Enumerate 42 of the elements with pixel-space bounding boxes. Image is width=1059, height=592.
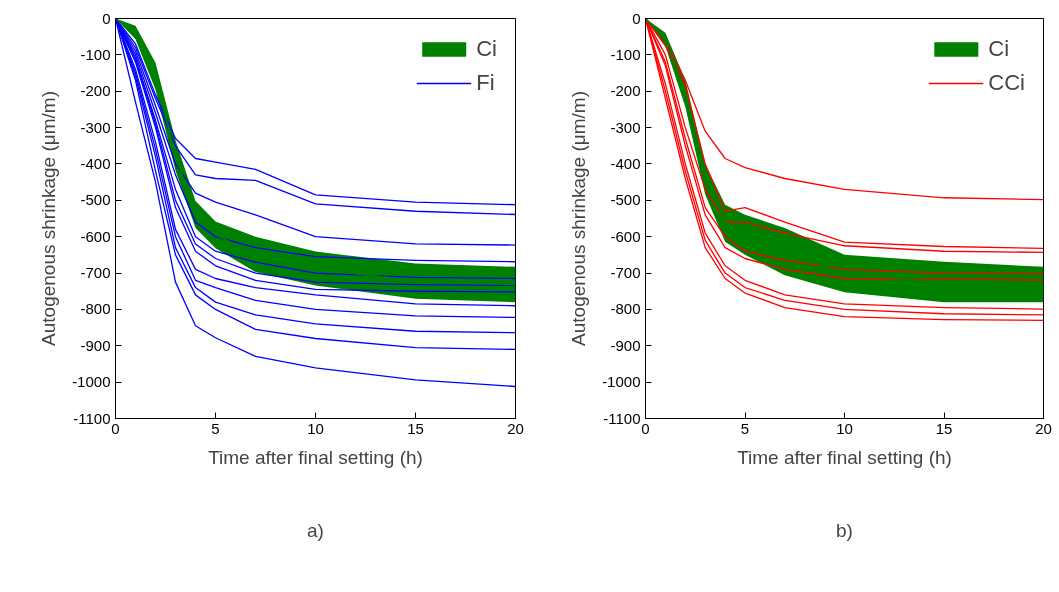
y-tick-label: -800	[80, 300, 111, 318]
y-tick-label: -900	[610, 336, 641, 354]
legend-label: Ci	[476, 36, 497, 62]
y-tick-label: -1100	[603, 409, 641, 427]
text: a)	[307, 520, 324, 541]
x-tick-label: 5	[740, 419, 750, 437]
x-tick-label: 15	[407, 419, 424, 437]
x-axis-title: Time after final setting (h)	[737, 446, 952, 468]
y-axis-title: Autogenous shrinkage (μm/m)	[568, 91, 590, 346]
x-axis-title: Time after final setting (h)	[208, 446, 423, 468]
y-tick-label: -900	[80, 336, 111, 354]
y-tick-label: -500	[610, 191, 641, 209]
legend-label: CCi	[988, 70, 1025, 96]
y-tick-label: -100	[610, 45, 641, 63]
x-tick-label: 15	[935, 419, 953, 437]
y-tick-label: 0	[102, 9, 111, 27]
y-tick-label: -300	[80, 118, 111, 136]
y-tick-label: -800	[610, 300, 641, 318]
y-tick-label: -600	[80, 227, 111, 245]
y-tick-label: -300	[610, 118, 641, 136]
y-tick-label: -700	[610, 264, 641, 282]
y-tick-label: -600	[610, 227, 641, 245]
legend-label: Fi	[476, 70, 496, 96]
legend-label: Ci	[988, 36, 1010, 62]
x-tick-label: 10	[836, 419, 853, 437]
x-tick-label: 20	[507, 419, 524, 437]
y-tick-label: -1000	[72, 373, 111, 391]
y-tick-label: -400	[80, 154, 111, 172]
y-tick-label: -1000	[602, 373, 641, 391]
y-tick-label: -200	[80, 82, 111, 100]
y-axis-title: Autogenous shrinkage (μm/m)	[38, 91, 60, 346]
x-tick-label: 20	[1035, 419, 1052, 437]
y-tick-label: -400	[610, 154, 641, 172]
y-tick-label: -500	[80, 191, 111, 209]
y-tick-label: -1100	[73, 409, 111, 427]
y-tick-label: -700	[80, 264, 111, 282]
text: b)	[836, 520, 853, 541]
x-tick-label: 5	[211, 419, 220, 437]
x-tick-label: 10	[307, 419, 324, 437]
y-tick-label: 0	[632, 9, 641, 27]
y-tick-label: -200	[610, 82, 641, 100]
y-tick-label: -100	[80, 45, 111, 63]
